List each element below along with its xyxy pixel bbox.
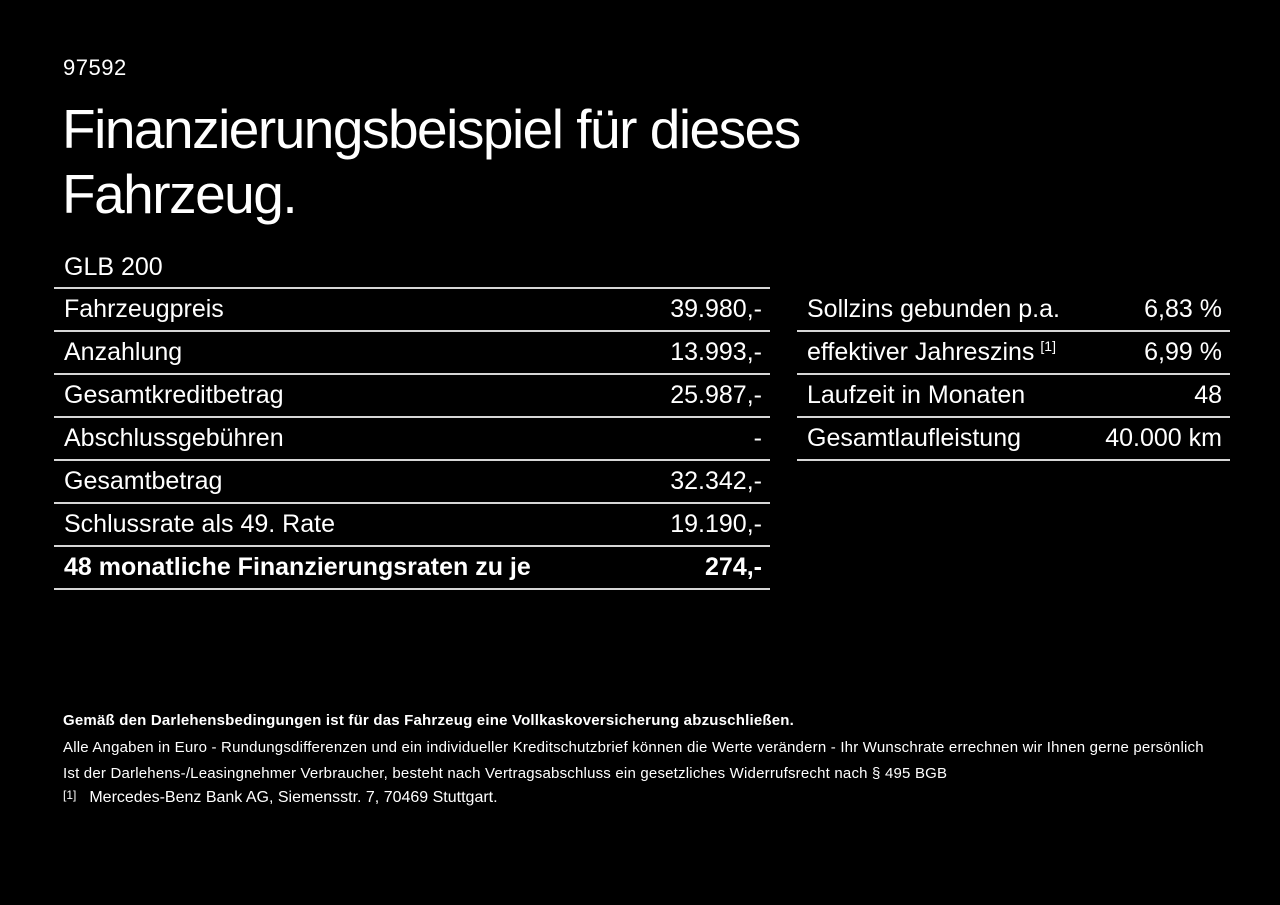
row-label: Gesamtbetrag [64,467,223,495]
row-value: 25.987,- [670,381,762,409]
row-label: Fahrzeugpreis [64,295,224,323]
row-label-text: effektiver Jahreszins [807,338,1035,366]
table-row: Sollzins gebunden p.a. 6,83 % [797,289,1230,332]
footnote-text: Mercedes-Benz Bank AG, Siemensstr. 7, 70… [89,789,498,806]
table-row-monthly-rate: 48 monatliche Finanzierungsraten zu je 2… [54,547,770,590]
row-label: 48 monatliche Finanzierungsraten zu je [64,553,531,581]
table-row: Gesamtlaufleistung 40.000 km [797,418,1230,461]
conditions-table: Sollzins gebunden p.a. 6,83 % effektiver… [797,287,1230,461]
row-label: Abschlussgebühren [64,424,284,452]
insurance-note: Gemäß den Darlehensbedingungen ist für d… [63,712,794,729]
row-value: 39.980,- [670,295,762,323]
disclaimer-note-2: Ist der Darlehens-/Leasingnehmer Verbrau… [63,765,948,782]
row-value: - [753,424,762,452]
table-row: Fahrzeugpreis 39.980,- [54,289,770,332]
row-value: 6,99 % [1144,338,1222,366]
row-value: 40.000 km [1105,424,1222,452]
page-title-line1: Finanzierungsbeispiel für dieses [62,98,801,160]
row-value: 19.190,- [670,510,762,538]
row-label: Sollzins gebunden p.a. [807,295,1060,323]
table-row: Gesamtbetrag 32.342,- [54,461,770,504]
page-title-line2: Fahrzeug. [62,163,298,225]
footnote-reference: [1] [1040,338,1056,354]
row-label: Laufzeit in Monaten [807,381,1026,409]
table-row: Abschlussgebühren - [54,418,770,461]
footnote-marker: [1] [63,788,77,802]
row-value: 32.342,- [670,467,762,495]
vehicle-id: 97592 [63,55,127,80]
row-value: 48 [1194,381,1222,409]
table-row: Schlussrate als 49. Rate 19.190,- [54,504,770,547]
table-row: Gesamtkreditbetrag 25.987,- [54,375,770,418]
bank-footnote: [1] Mercedes-Benz Bank AG, Siemensstr. 7,… [63,788,498,807]
financing-table: Fahrzeugpreis 39.980,- Anzahlung 13.993,… [54,287,770,590]
row-label: Gesamtkreditbetrag [64,381,284,409]
disclaimer-note-1: Alle Angaben in Euro - Rundungsdifferenz… [63,739,1204,756]
row-label: Gesamtlaufleistung [807,424,1022,452]
model-name: GLB 200 [64,253,163,281]
row-label: Anzahlung [64,338,183,366]
row-value: 13.993,- [670,338,762,366]
table-row: Anzahlung 13.993,- [54,332,770,375]
table-row: effektiver Jahreszins [1] 6,99 % [797,332,1230,375]
row-value: 6,83 % [1144,295,1222,323]
row-label: effektiver Jahreszins [1] [807,338,1056,367]
row-value: 274,- [705,553,762,581]
row-label: Schlussrate als 49. Rate [64,510,335,538]
page-title: Finanzierungsbeispiel für dieses Fahrzeug… [62,97,801,227]
table-row: Laufzeit in Monaten 48 [797,375,1230,418]
